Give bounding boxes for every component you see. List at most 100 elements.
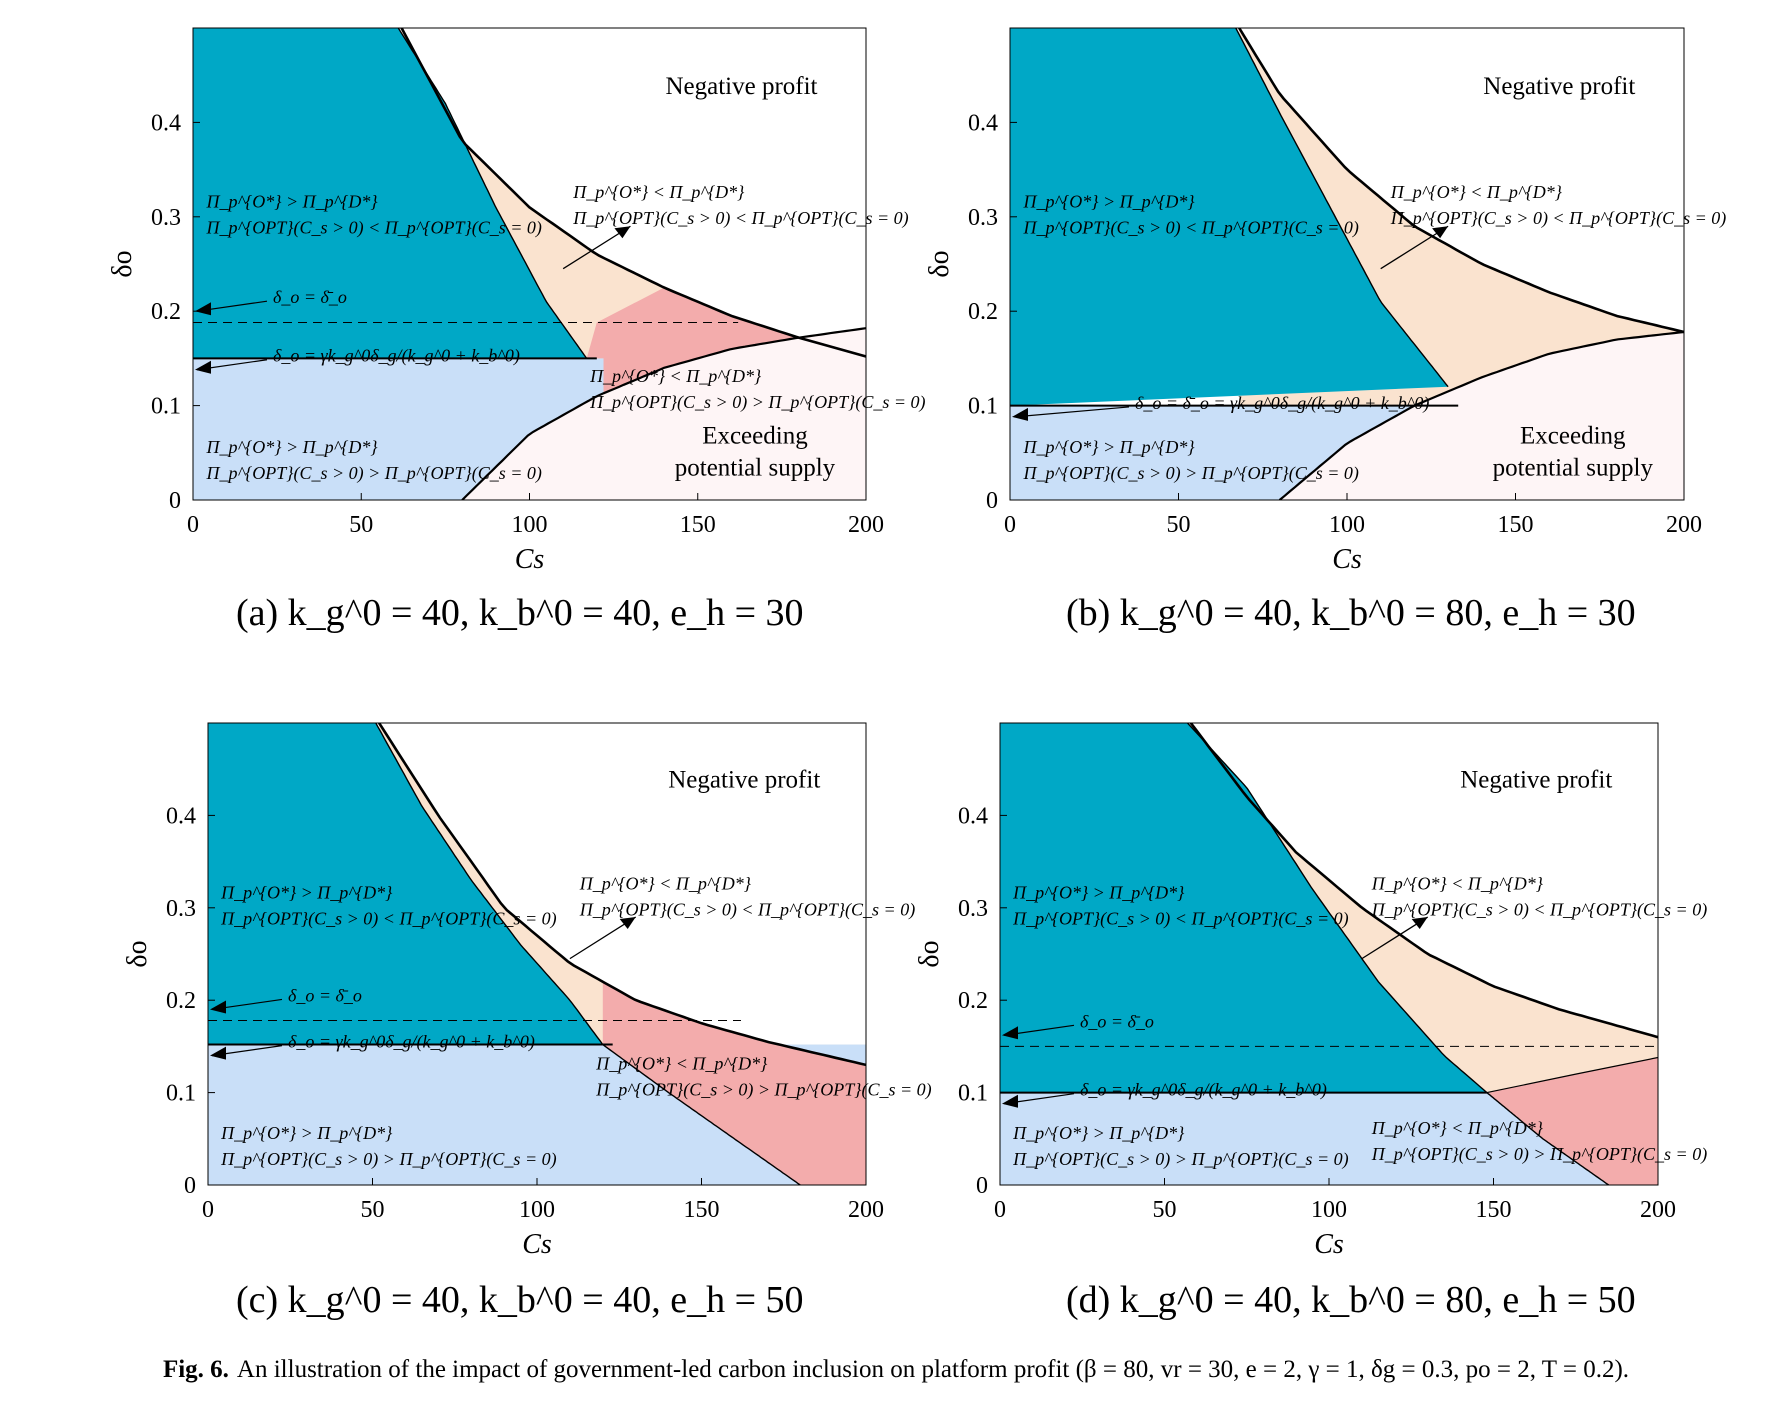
y-axis-label: δo — [914, 940, 945, 967]
delta-gamma-label: δ_o = γk_g^0δ_g/(k_g^0 + k_b^0) — [288, 1032, 535, 1053]
y-tick-label: 0.4 — [968, 110, 998, 136]
x-tick-label: 100 — [1311, 1197, 1347, 1223]
teal-boundary-curve — [1235, 28, 1449, 388]
y-tick-label: 0 — [986, 488, 998, 514]
peach-region-label: Π_p^{O*} < Π_p^{D*} — [1390, 182, 1563, 202]
teal-boundary-curve — [1186, 723, 1488, 1094]
exceeding-supply-region — [462, 328, 866, 500]
teal-region — [193, 28, 587, 359]
delta-gamma-label: δ_o = γk_g^0δ_g/(k_g^0 + k_b^0) — [1080, 1080, 1327, 1101]
teal-region — [208, 723, 603, 1045]
chart-panel-1: 0 50 100 150 200 0 0.1 0.2 0.3 0.4 Cs δo Negative pr… — [107, 27, 926, 634]
negative-profit-label: Negative profit — [668, 767, 820, 794]
pink-region-label: Π_p^{O*} < Π_p^{D*} — [595, 1054, 768, 1074]
peach-arrow-head — [1411, 917, 1428, 930]
blue-region-label: Π_p^{OPT}(C_s > 0) > Π_p^{OPT}(C_s = 0) — [220, 1149, 556, 1170]
teal-region-label: Π_p^{O*} > Π_p^{D*} — [1012, 883, 1185, 903]
delta-gamma-arrow-line — [1013, 406, 1130, 418]
delta-bar-label: δ_o = δ̄_o — [288, 985, 362, 1005]
x-tick-label: 200 — [848, 1197, 884, 1223]
peach-region-label: Π_p^{OPT}(C_s > 0) < Π_p^{OPT}(C_s = 0) — [572, 208, 908, 229]
teal-region — [1010, 28, 1449, 406]
figure-caption: Fig. 6. An illustration of the impact of … — [0, 1356, 1792, 1384]
x-tick-label: 150 — [680, 512, 716, 538]
x-tick-label: 150 — [1498, 512, 1534, 538]
x-tick-label: 100 — [1329, 512, 1365, 538]
blue-region-label: Π_p^{OPT}(C_s > 0) > Π_p^{OPT}(C_s = 0) — [1012, 1149, 1348, 1170]
pink-region — [586, 287, 799, 394]
delta-bar-label: δ_o = δ̄_o — [1080, 1011, 1154, 1031]
peach-arrow-head — [614, 226, 631, 239]
pink-boundary-curve — [602, 1044, 801, 1185]
x-tick-label: 50 — [1153, 1197, 1177, 1223]
plot-area — [208, 723, 866, 1185]
caption-text: An illustration of the impact of governm… — [236, 1356, 1630, 1383]
blue-region-label: Π_p^{O*} > Π_p^{D*} — [220, 1123, 393, 1143]
panel-subtitle: (a) k_g^0 = 40, k_b^0 = 40, e_h = 30 — [236, 592, 804, 634]
blue-region-label: Π_p^{O*} > Π_p^{D*} — [1022, 437, 1195, 457]
y-tick-label: 0.2 — [958, 988, 988, 1014]
x-axis-label: Cs — [522, 1229, 552, 1260]
y-tick-label: 0 — [976, 1173, 988, 1199]
panel-subtitle: (c) k_g^0 = 40, k_b^0 = 40, e_h = 50 — [236, 1279, 804, 1321]
pink-region — [602, 981, 866, 1185]
y-tick-label: 0.2 — [151, 299, 181, 325]
panel-subtitle: (b) k_g^0 = 40, k_b^0 = 80, e_h = 30 — [1066, 592, 1636, 634]
negative-profit-curve — [1189, 723, 1658, 1039]
exceeding-supply-label: potential supply — [675, 454, 836, 481]
teal-region-label: Π_p^{OPT}(C_s > 0) < Π_p^{OPT}(C_s = 0) — [205, 217, 541, 238]
teal-region-label: Π_p^{OPT}(C_s > 0) < Π_p^{OPT}(C_s = 0) — [220, 909, 556, 930]
pink-region-label: Π_p^{O*} < Π_p^{D*} — [589, 366, 762, 386]
negative-profit-label: Negative profit — [665, 73, 817, 100]
x-tick-label: 0 — [994, 1197, 1006, 1223]
negative-profit-curve — [1238, 28, 1684, 334]
delta-gamma-label: δ_o = γk_g^0δ_g/(k_g^0 + k_b^0) — [273, 346, 520, 367]
delta-bar-label: δ_o = δ̄_o — [273, 287, 347, 307]
peach-region-label: Π_p^{OPT}(C_s > 0) < Π_p^{OPT}(C_s = 0) — [1390, 208, 1726, 229]
x-tick-label: 0 — [1004, 512, 1016, 538]
teal-boundary-curve — [375, 723, 604, 1046]
x-tick-label: 50 — [349, 512, 373, 538]
plot-area — [193, 28, 866, 500]
pink-region-label: Π_p^{OPT}(C_s > 0) > Π_p^{OPT}(C_s = 0) — [595, 1080, 931, 1101]
chart-panel-4: 0 50 100 150 200 0 0.1 0.2 0.3 0.4 Cs δo Negative pr… — [914, 722, 1707, 1321]
pink-region — [1486, 1057, 1658, 1185]
caption-label: Fig. 6. — [162, 1356, 229, 1383]
negative-profit-label: Negative profit — [1460, 767, 1612, 794]
delta-bar-arrow-head — [195, 302, 211, 316]
x-tick-label: 100 — [512, 512, 548, 538]
x-tick-label: 0 — [202, 1197, 214, 1223]
teal-region-label: Π_p^{OPT}(C_s > 0) < Π_p^{OPT}(C_s = 0) — [1022, 217, 1358, 238]
exceeding-supply-label: Exceeding — [702, 422, 808, 449]
y-tick-label: 0.1 — [151, 394, 181, 420]
peach-region-label: Π_p^{O*} < Π_p^{D*} — [572, 182, 745, 202]
y-axis-label: δo — [924, 250, 955, 277]
peach-region-label: Π_p^{O*} < Π_p^{D*} — [579, 873, 752, 893]
y-tick-label: 0.3 — [968, 205, 998, 231]
peach-region-label: Π_p^{O*} < Π_p^{D*} — [1371, 873, 1544, 893]
exceeding-supply-region — [1279, 332, 1684, 500]
negative-profit-curve — [400, 28, 866, 358]
y-tick-label: 0 — [184, 1173, 196, 1199]
teal-region-label: Π_p^{O*} > Π_p^{D*} — [1022, 191, 1195, 211]
x-tick-label: 50 — [1167, 512, 1191, 538]
peach-arrow-head — [619, 917, 636, 930]
x-axis-label: Cs — [1314, 1229, 1344, 1260]
negative-profit-label: Negative profit — [1483, 73, 1635, 100]
x-tick-label: 150 — [1476, 1197, 1512, 1223]
x-tick-label: 200 — [1666, 512, 1702, 538]
x-tick-label: 100 — [519, 1197, 555, 1223]
y-tick-label: 0.4 — [166, 803, 196, 829]
chart-panel-2: 0 50 100 150 200 0 0.1 0.2 0.3 0.4 Cs δo Negative pr… — [924, 27, 1726, 634]
y-tick-label: 0.1 — [968, 394, 998, 420]
delta-gamma-arrow-head — [1012, 407, 1028, 421]
panel-subtitle: (d) k_g^0 = 40, k_b^0 = 80, e_h = 50 — [1066, 1279, 1636, 1321]
blue-region-label: Π_p^{OPT}(C_s > 0) > Π_p^{OPT}(C_s = 0) — [205, 463, 541, 484]
delta-gamma-arrow-head — [1002, 1094, 1018, 1108]
plot-area — [1010, 28, 1684, 500]
exceeding-supply-label: Exceeding — [1520, 422, 1626, 449]
x-tick-label: 200 — [1640, 1197, 1676, 1223]
y-tick-label: 0.2 — [968, 299, 998, 325]
pink-region-label: Π_p^{O*} < Π_p^{D*} — [1371, 1118, 1544, 1138]
